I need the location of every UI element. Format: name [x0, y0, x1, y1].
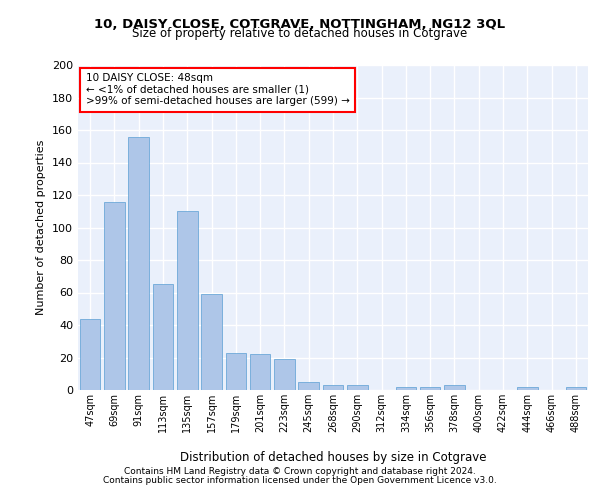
- Y-axis label: Number of detached properties: Number of detached properties: [37, 140, 46, 315]
- Text: 10 DAISY CLOSE: 48sqm
← <1% of detached houses are smaller (1)
>99% of semi-deta: 10 DAISY CLOSE: 48sqm ← <1% of detached …: [86, 73, 350, 106]
- Bar: [152, 284, 173, 390]
- Bar: [298, 382, 319, 390]
- Text: 10, DAISY CLOSE, COTGRAVE, NOTTINGHAM, NG12 3QL: 10, DAISY CLOSE, COTGRAVE, NOTTINGHAM, N…: [94, 18, 506, 30]
- Bar: [323, 385, 343, 390]
- Text: Distribution of detached houses by size in Cotgrave: Distribution of detached houses by size …: [180, 451, 486, 464]
- Bar: [566, 387, 586, 390]
- Bar: [177, 211, 197, 390]
- Bar: [104, 202, 125, 390]
- Bar: [226, 352, 246, 390]
- Bar: [347, 385, 368, 390]
- Bar: [420, 387, 440, 390]
- Bar: [444, 385, 465, 390]
- Text: Contains public sector information licensed under the Open Government Licence v3: Contains public sector information licen…: [103, 476, 497, 485]
- Bar: [80, 318, 100, 390]
- Bar: [128, 136, 149, 390]
- Bar: [517, 387, 538, 390]
- Bar: [250, 354, 271, 390]
- Bar: [274, 359, 295, 390]
- Text: Size of property relative to detached houses in Cotgrave: Size of property relative to detached ho…: [133, 28, 467, 40]
- Bar: [201, 294, 222, 390]
- Text: Contains HM Land Registry data © Crown copyright and database right 2024.: Contains HM Land Registry data © Crown c…: [124, 467, 476, 476]
- Bar: [395, 387, 416, 390]
